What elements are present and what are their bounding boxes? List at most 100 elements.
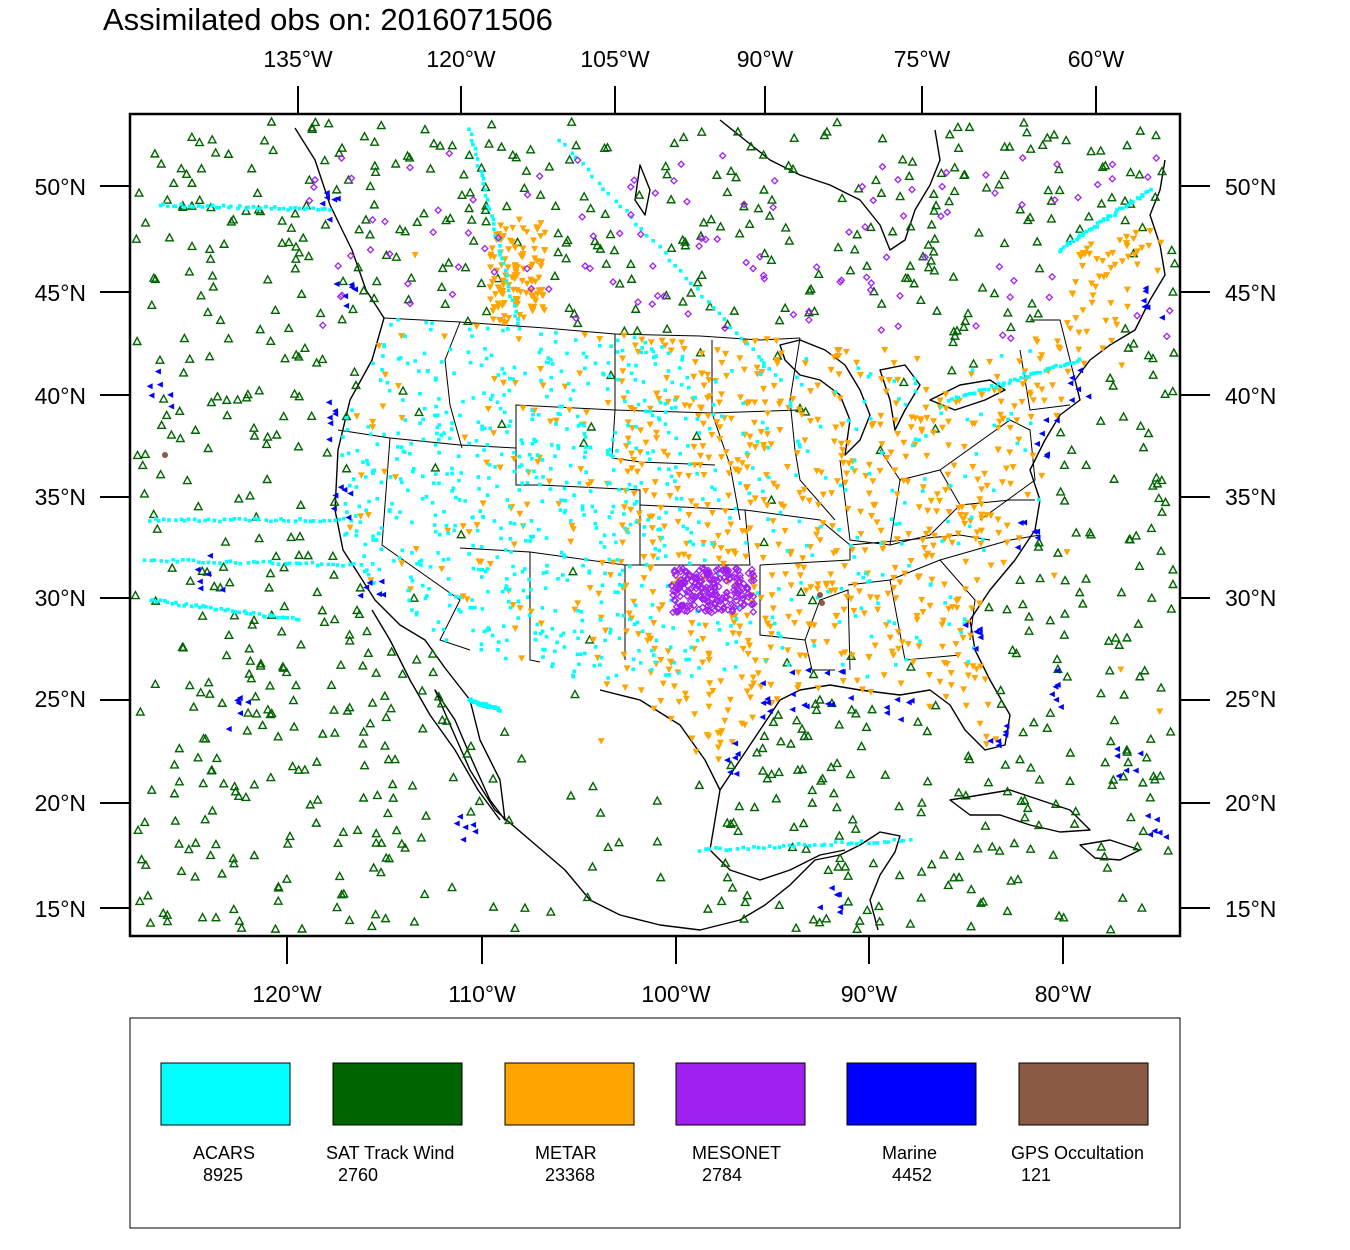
metar-point xyxy=(913,616,921,624)
mesonet-point xyxy=(769,203,778,212)
metar-point xyxy=(905,531,913,538)
acars-point xyxy=(584,470,589,474)
acars-point xyxy=(686,385,691,390)
mesonet-point xyxy=(318,321,327,330)
sat-track-wind-point xyxy=(406,272,417,282)
acars-point xyxy=(381,354,385,358)
sat-track-wind-point xyxy=(1069,818,1080,828)
acars-point xyxy=(879,541,883,546)
acars-point xyxy=(161,202,165,207)
metar-point xyxy=(1107,300,1115,307)
metar-point xyxy=(705,656,713,664)
sat-track-wind-point xyxy=(861,260,872,270)
acars-point xyxy=(485,197,490,202)
acars-point xyxy=(400,548,405,553)
sat-track-wind-point xyxy=(265,568,276,578)
marine-point xyxy=(847,694,854,701)
acars-point xyxy=(939,411,943,416)
sat-track-wind-point xyxy=(1166,244,1177,255)
sat-track-wind-point xyxy=(590,235,600,246)
sat-track-wind-point xyxy=(916,797,927,807)
metar-point xyxy=(1088,299,1096,307)
lat-label-right: 50°N xyxy=(1225,174,1276,200)
marine-point xyxy=(789,706,796,713)
acars-point xyxy=(173,204,178,209)
mesonet-point xyxy=(704,590,713,599)
metar-point xyxy=(500,313,508,320)
sat-track-wind-point xyxy=(894,801,905,811)
metar-point xyxy=(787,582,795,589)
metar-point xyxy=(882,622,890,629)
sat-track-wind-point xyxy=(811,704,822,714)
acars-point xyxy=(341,435,345,439)
acars-point xyxy=(436,551,440,555)
acars-point xyxy=(679,383,684,387)
sat-track-wind-point xyxy=(283,236,294,247)
metar-point xyxy=(942,391,950,398)
mesonet-point xyxy=(749,592,758,601)
sat-track-wind-point xyxy=(954,872,965,882)
acars-point xyxy=(415,610,419,615)
acars-point xyxy=(506,327,510,331)
acars-point xyxy=(480,173,485,178)
metar-point xyxy=(1029,397,1037,404)
metar-point xyxy=(886,634,894,642)
marine-point xyxy=(995,738,1002,745)
metar-point xyxy=(890,574,898,582)
sat-track-wind-point xyxy=(348,303,359,314)
sat-track-wind-point xyxy=(468,235,479,245)
sat-track-wind-point xyxy=(758,149,769,159)
acars-point xyxy=(345,427,350,432)
sat-track-wind-point xyxy=(326,679,337,689)
sat-track-wind-point xyxy=(197,912,208,922)
sat-track-wind-point xyxy=(265,335,276,345)
sat-track-wind-point xyxy=(254,385,265,395)
mesonet-point xyxy=(671,587,680,596)
sat-track-wind-point xyxy=(1052,653,1063,664)
metar-point xyxy=(913,612,921,620)
sat-track-wind-point xyxy=(295,499,306,509)
metar-point xyxy=(857,508,865,516)
acars-point xyxy=(820,843,824,848)
acars-point xyxy=(865,674,870,679)
metar-point xyxy=(504,264,512,271)
marine-point xyxy=(472,828,479,835)
acars-point xyxy=(530,535,534,540)
metar-point xyxy=(760,442,768,449)
legend-label-metar: METAR xyxy=(535,1143,597,1163)
metar-point xyxy=(994,447,1002,454)
metar-point xyxy=(843,470,851,478)
sat-track-wind-point xyxy=(600,208,611,218)
acars-point xyxy=(943,601,947,605)
acars-point xyxy=(1045,366,1050,371)
marine-point xyxy=(1034,534,1041,541)
sat-track-wind-point xyxy=(1105,736,1116,746)
acars-point xyxy=(611,504,616,509)
acars-point xyxy=(499,536,503,541)
acars-point xyxy=(697,849,702,853)
sat-track-wind-point xyxy=(983,777,994,787)
acars-point xyxy=(236,206,240,211)
acars-point xyxy=(796,439,800,444)
acars-point xyxy=(349,518,354,523)
sat-track-wind-point xyxy=(874,916,885,926)
metar-point xyxy=(701,622,709,630)
metar-point xyxy=(746,642,754,650)
acars-point xyxy=(487,705,492,709)
acars-point xyxy=(970,391,975,396)
metar-point xyxy=(708,431,716,439)
top-lon-label: 60°W xyxy=(1068,46,1125,72)
metar-point xyxy=(930,418,938,425)
sat-track-wind-point xyxy=(447,882,458,892)
sat-track-wind-point xyxy=(240,791,251,802)
acars-point xyxy=(331,562,335,567)
marine-point xyxy=(1147,831,1154,838)
sat-track-wind-point xyxy=(1120,195,1130,205)
acars-point xyxy=(533,637,538,642)
lat-label-left: 25°N xyxy=(35,686,86,712)
acars-point xyxy=(588,489,593,493)
metar-point xyxy=(986,358,994,366)
acars-point xyxy=(479,647,484,652)
lat-label-left: 20°N xyxy=(35,790,86,816)
acars-point xyxy=(568,463,573,468)
